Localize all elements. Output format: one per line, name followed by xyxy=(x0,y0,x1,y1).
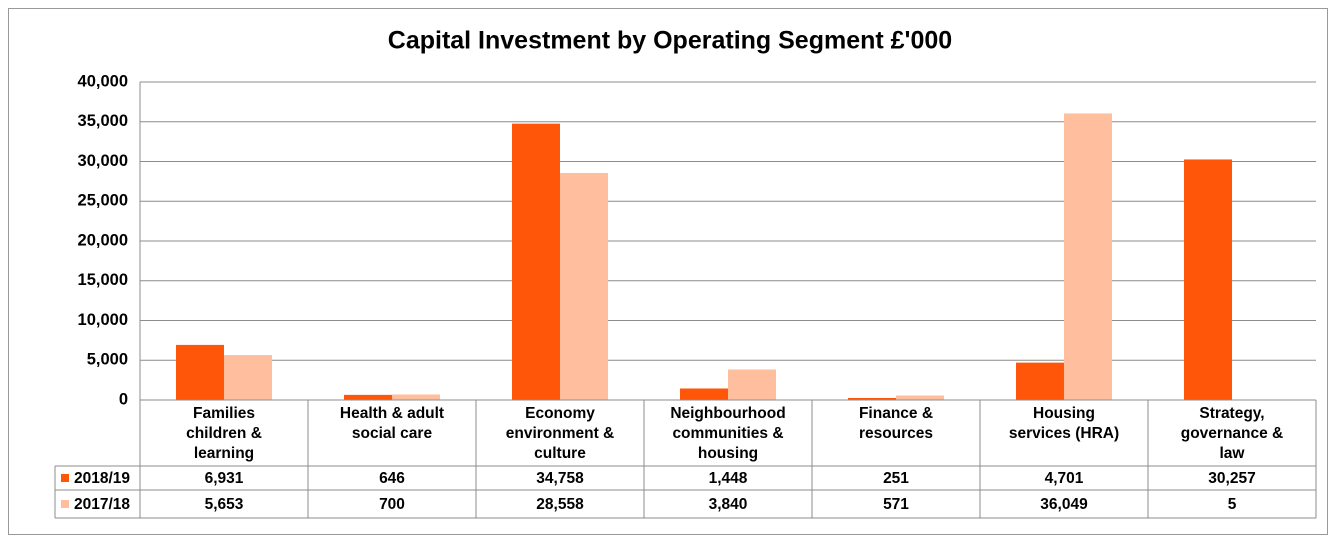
x-tick-label: Families children & learning xyxy=(140,404,308,464)
bar xyxy=(512,123,560,401)
chart-title: Capital Investment by Operating Segment … xyxy=(388,27,952,55)
bar xyxy=(1184,159,1232,400)
table-value: 5,653 xyxy=(205,496,244,513)
bar xyxy=(176,344,224,400)
bar xyxy=(560,172,608,400)
bar xyxy=(1064,113,1112,400)
category-text: Economy environment & culture xyxy=(505,405,615,462)
y-tick-label: 40,000 xyxy=(78,72,128,90)
x-tick-label: Finance & resources xyxy=(812,404,980,444)
bar xyxy=(344,394,392,400)
table-value: 30,257 xyxy=(1208,470,1255,487)
table-value: 34,758 xyxy=(536,470,584,487)
table-value: 571 xyxy=(883,496,909,513)
category-text: Strategy, governance & law xyxy=(1180,405,1284,462)
table-value: 3,840 xyxy=(709,496,748,513)
category-text: Housing services (HRA) xyxy=(1008,405,1120,442)
x-tick-label: Strategy, governance & law xyxy=(1148,404,1316,464)
bar xyxy=(728,369,776,400)
table-value: 700 xyxy=(379,496,405,513)
bar xyxy=(392,394,440,400)
legend-label: 2018/19 xyxy=(74,470,130,487)
x-tick-label: Neighbourhood communities & housing xyxy=(644,404,812,464)
table-value: 28,558 xyxy=(536,496,584,513)
bar xyxy=(680,388,728,400)
legend-swatch xyxy=(61,474,69,482)
table-value: 646 xyxy=(379,470,405,487)
y-tick-label: 0 xyxy=(119,390,128,408)
y-tick-label: 30,000 xyxy=(78,152,128,170)
y-tick-label: 10,000 xyxy=(78,311,128,329)
y-tick-label: 35,000 xyxy=(78,112,128,130)
y-tick-label: 15,000 xyxy=(78,271,128,289)
bar xyxy=(224,355,272,400)
legend-swatch xyxy=(61,500,69,508)
y-tick-label: 5,000 xyxy=(87,351,128,369)
y-tick-label: 20,000 xyxy=(78,231,128,249)
table-value: 4,701 xyxy=(1045,470,1084,487)
x-tick-label: Economy environment & culture xyxy=(476,404,644,464)
category-text: Families children & learning xyxy=(186,405,262,462)
x-tick-label: Housing services (HRA) xyxy=(980,404,1148,444)
table-value: 251 xyxy=(883,470,909,487)
bar xyxy=(896,395,944,400)
bar xyxy=(848,398,896,400)
bar xyxy=(1016,362,1064,400)
table-value: 1,448 xyxy=(709,470,748,487)
category-text: Neighbourhood communities & housing xyxy=(670,405,786,462)
y-tick-label: 25,000 xyxy=(78,192,128,210)
table-value: 5 xyxy=(1228,496,1237,513)
category-text: Health & adult social care xyxy=(339,405,445,442)
x-tick-label: Health & adult social care xyxy=(308,404,476,444)
category-text: Finance & resources xyxy=(858,405,934,442)
legend-label: 2017/18 xyxy=(74,496,130,513)
table-value: 6,931 xyxy=(205,470,244,487)
table-value: 36,049 xyxy=(1040,496,1088,513)
